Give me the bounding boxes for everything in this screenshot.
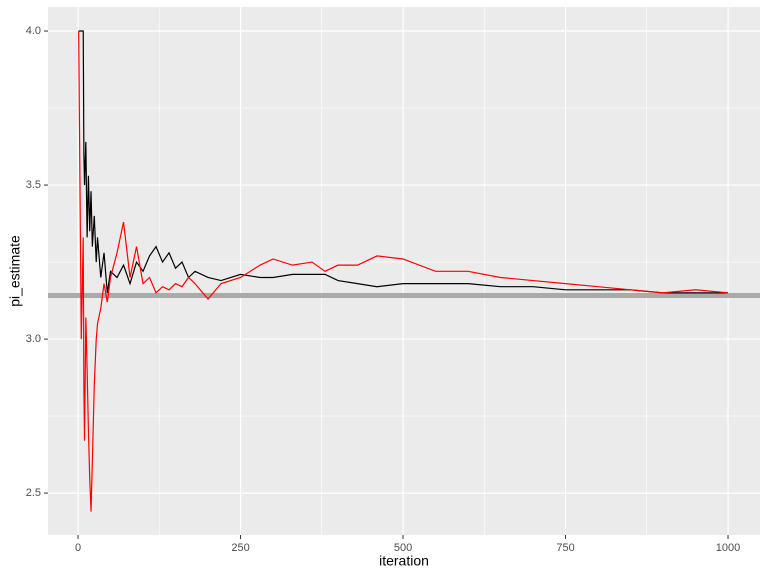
x-tick-label: 500: [394, 542, 412, 554]
y-tick-label: 3.5: [26, 179, 41, 191]
plot-panel: [48, 7, 760, 535]
y-tick-label: 2.5: [26, 487, 41, 499]
x-tick-label: 250: [231, 542, 249, 554]
y-tick-label: 3.0: [26, 333, 41, 345]
x-tick-label: 750: [556, 542, 574, 554]
y-tick-label: 4.0: [26, 25, 41, 37]
x-tick-label: 1000: [716, 542, 740, 554]
series-line: [78, 30, 729, 294]
y-axis-title: pi_estimate: [7, 235, 23, 307]
x-axis-title: iteration: [379, 553, 429, 569]
x-tick-label: 0: [75, 542, 81, 554]
series-line: [78, 31, 729, 512]
